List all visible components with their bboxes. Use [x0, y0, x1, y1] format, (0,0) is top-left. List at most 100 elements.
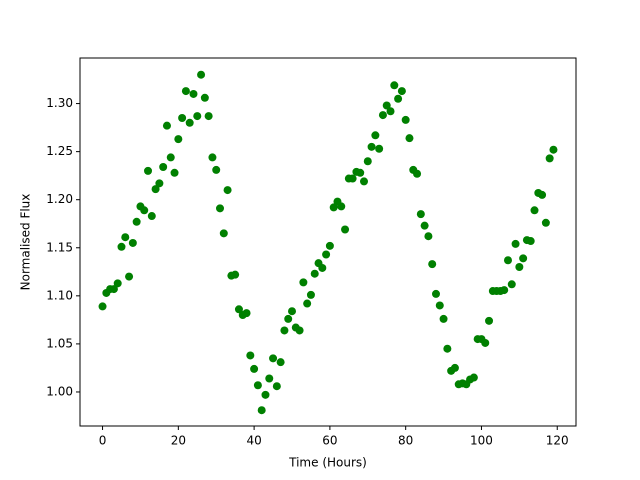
- point: [545, 154, 554, 163]
- point: [371, 131, 380, 140]
- point: [276, 358, 285, 367]
- x-tick-label: 40: [246, 434, 261, 448]
- point: [390, 81, 399, 90]
- y-tick-label: 1.00: [46, 384, 73, 398]
- x-axis-label: Time (Hours): [288, 456, 367, 470]
- y-tick-label: 1.15: [46, 240, 73, 254]
- point: [208, 153, 217, 162]
- point: [341, 225, 350, 234]
- y-tick-label: 1.25: [46, 144, 73, 158]
- point: [197, 70, 206, 79]
- point: [151, 185, 160, 194]
- point: [450, 363, 459, 372]
- point: [515, 262, 524, 271]
- point: [113, 279, 122, 288]
- point: [250, 364, 259, 373]
- point: [503, 256, 512, 265]
- point: [280, 326, 289, 335]
- y-axis-label: Normalised Flux: [19, 194, 33, 291]
- point: [526, 237, 535, 246]
- point: [435, 301, 444, 310]
- point: [200, 93, 209, 102]
- point: [170, 168, 179, 177]
- point: [413, 169, 422, 178]
- point: [329, 203, 338, 212]
- point: [416, 210, 425, 219]
- point: [348, 174, 357, 183]
- point: [121, 233, 130, 242]
- point: [140, 206, 149, 215]
- point: [231, 270, 240, 279]
- y-tick-label: 1.20: [46, 192, 73, 206]
- point: [253, 381, 262, 390]
- point: [378, 111, 387, 120]
- point: [322, 250, 331, 259]
- point: [318, 263, 327, 272]
- point: [125, 272, 134, 281]
- point: [397, 87, 406, 96]
- point: [359, 177, 368, 186]
- point: [246, 351, 255, 360]
- point: [216, 204, 225, 213]
- point: [420, 221, 429, 230]
- point: [481, 338, 490, 347]
- point: [386, 107, 395, 116]
- point: [325, 241, 334, 250]
- point: [261, 390, 270, 399]
- point: [284, 314, 293, 323]
- point: [189, 89, 198, 98]
- point: [178, 113, 187, 122]
- point: [193, 112, 202, 121]
- point: [367, 142, 376, 151]
- point: [257, 406, 266, 415]
- point: [144, 166, 153, 175]
- point: [98, 302, 107, 311]
- point: [306, 290, 315, 299]
- point: [272, 382, 281, 391]
- x-tick-label: 120: [546, 434, 569, 448]
- point: [363, 157, 372, 166]
- point: [549, 145, 558, 154]
- y-tick-label: 1.05: [46, 336, 73, 350]
- point: [234, 305, 243, 314]
- point: [128, 238, 137, 247]
- point: [530, 206, 539, 215]
- point: [265, 374, 274, 383]
- point: [181, 87, 190, 96]
- y-tick-label: 1.10: [46, 288, 73, 302]
- point: [212, 165, 221, 174]
- x-tick-label: 80: [398, 434, 413, 448]
- point: [356, 168, 365, 177]
- point: [132, 217, 141, 226]
- x-tick-label: 60: [322, 434, 337, 448]
- point: [117, 242, 126, 251]
- point: [204, 112, 213, 121]
- point: [394, 94, 403, 103]
- y-tick-label: 1.30: [46, 96, 73, 110]
- point: [443, 344, 452, 353]
- point: [174, 135, 183, 144]
- point: [428, 260, 437, 269]
- point: [299, 278, 308, 287]
- point: [439, 314, 448, 323]
- point: [382, 101, 391, 110]
- x-tick-label: 0: [99, 434, 107, 448]
- point: [242, 309, 251, 318]
- point: [431, 289, 440, 298]
- x-tick-label: 20: [171, 434, 186, 448]
- point: [485, 316, 494, 325]
- point: [541, 218, 550, 227]
- point: [162, 121, 171, 130]
- point: [500, 286, 509, 295]
- point: [405, 134, 414, 143]
- point: [109, 285, 118, 294]
- point: [519, 254, 528, 263]
- point: [310, 269, 319, 278]
- point: [401, 115, 410, 124]
- point: [424, 232, 433, 241]
- point: [337, 202, 346, 211]
- x-tick-label: 100: [470, 434, 493, 448]
- point: [147, 212, 156, 221]
- point: [538, 190, 547, 199]
